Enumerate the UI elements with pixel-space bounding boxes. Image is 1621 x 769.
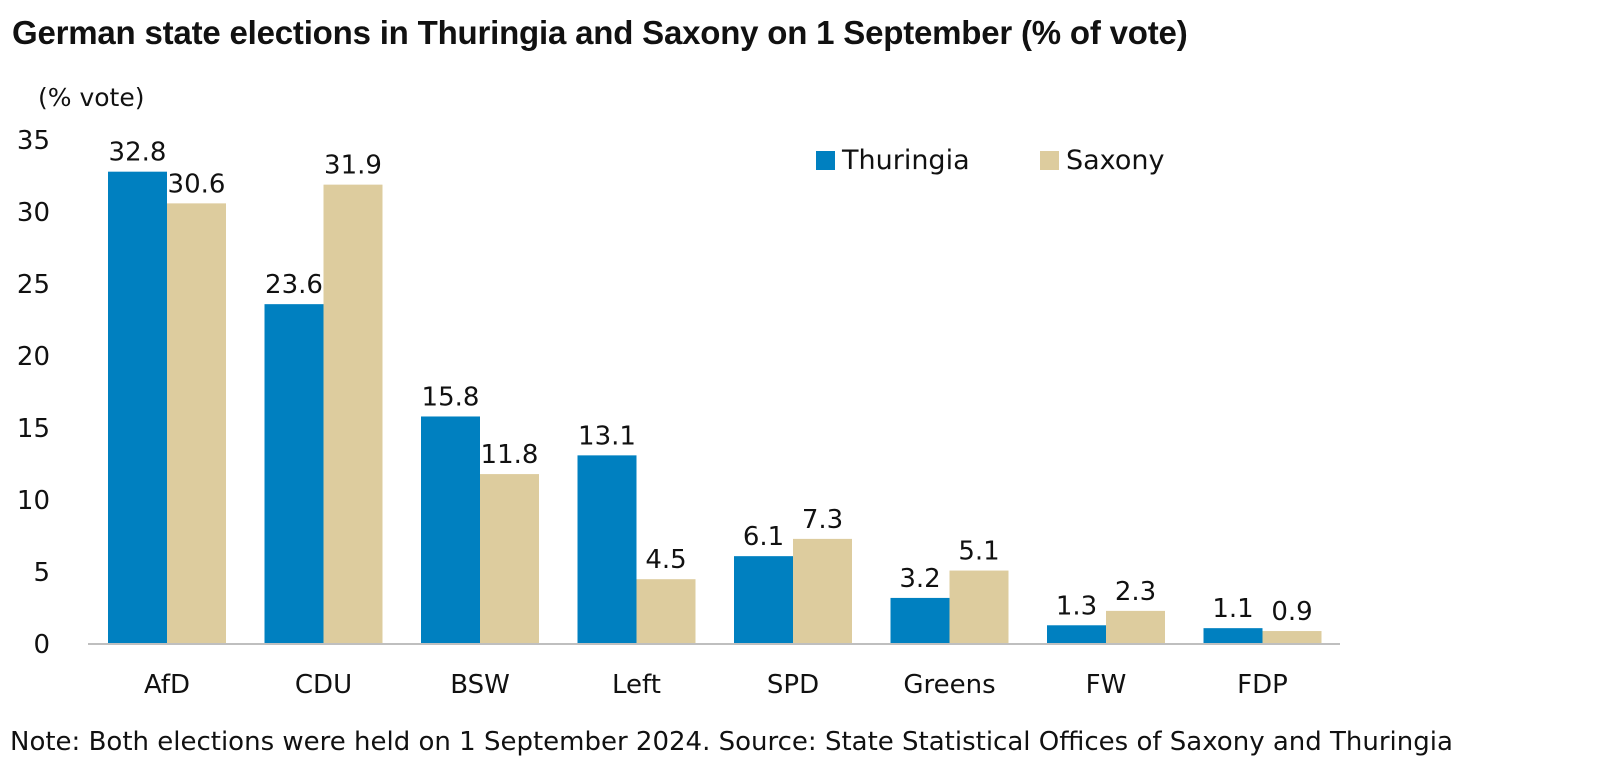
y-tick-label: 10 [17, 486, 50, 516]
legend-label-saxony: Saxony [1066, 145, 1164, 176]
data-label-thuringia-left: 13.1 [578, 421, 636, 451]
x-category-label: SPD [767, 670, 819, 700]
legend-swatch-saxony [1040, 151, 1059, 170]
bar-saxony-bsw [480, 474, 539, 644]
y-tick-label: 0 [33, 630, 50, 660]
y-tick-label: 35 [17, 126, 50, 156]
bars [108, 171, 1322, 645]
x-category-label: Left [612, 670, 661, 700]
y-tick-label: 5 [33, 558, 50, 588]
x-category-label: AfD [144, 670, 190, 700]
chart-title: German state elections in Thuringia and … [12, 14, 1188, 51]
bar-saxony-afd [167, 203, 226, 645]
data-label-thuringia-spd: 6.1 [743, 522, 784, 552]
legend-swatch-thuringia [816, 151, 835, 170]
bar-saxony-fw [1106, 610, 1165, 644]
data-label-thuringia-greens: 3.2 [899, 564, 940, 594]
bar-saxony-spd [793, 538, 852, 644]
data-label-thuringia-afd: 32.8 [109, 138, 167, 168]
data-label-thuringia-fdp: 1.1 [1212, 594, 1253, 624]
bar-thuringia-greens [890, 597, 950, 644]
bar-thuringia-spd [734, 556, 793, 644]
bar-thuringia-afd [108, 171, 167, 644]
data-label-saxony-left: 4.5 [645, 545, 686, 575]
data-label-saxony-fdp: 0.9 [1271, 597, 1312, 627]
x-category-label: FW [1086, 670, 1127, 700]
chart-note: Note: Both elections were held on 1 Sept… [10, 727, 1453, 757]
data-label-thuringia-fw: 1.3 [1056, 591, 1097, 621]
y-tick-label: 20 [17, 342, 50, 372]
x-category-label: FDP [1237, 670, 1288, 700]
data-label-saxony-greens: 5.1 [958, 537, 999, 567]
data-label-saxony-cdu: 31.9 [324, 151, 382, 181]
y-axis-ticks: 0 5 10 15 20 25 30 35 [17, 126, 50, 660]
legend-label-thuringia: Thuringia [841, 145, 970, 176]
bar-thuringia-left [577, 455, 637, 644]
data-label-thuringia-bsw: 15.8 [422, 382, 480, 412]
y-tick-label: 25 [17, 270, 50, 300]
data-label-saxony-spd: 7.3 [802, 505, 843, 535]
y-axis-unit-label: (% vote) [38, 83, 144, 112]
bar-saxony-cdu [323, 184, 383, 644]
x-category-label: BSW [450, 670, 510, 700]
bar-thuringia-cdu [264, 304, 324, 644]
data-labels: 32.8 23.6 15.8 13.1 6.1 3.2 1.3 1.1 30.6 31.9 11.8… [109, 138, 1313, 627]
x-category-label: Greens [903, 670, 995, 700]
x-category-label: CDU [295, 670, 352, 700]
bar-saxony-greens [949, 570, 1009, 644]
bar-thuringia-fdp [1203, 628, 1263, 644]
data-label-thuringia-cdu: 23.6 [265, 270, 323, 300]
bar-thuringia-fw [1047, 625, 1106, 644]
data-label-saxony-bsw: 11.8 [481, 440, 539, 470]
y-tick-label: 30 [17, 198, 50, 228]
bar-saxony-fdp [1262, 631, 1322, 644]
data-label-saxony-afd: 30.6 [168, 169, 226, 199]
x-axis-categories: AfD CDU BSW Left SPD Greens FW FDP [144, 670, 1288, 700]
bar-thuringia-bsw [421, 416, 480, 644]
legend: Thuringia Saxony [816, 145, 1164, 176]
bar-saxony-left [636, 579, 696, 644]
y-tick-label: 15 [17, 414, 50, 444]
data-label-saxony-fw: 2.3 [1115, 577, 1156, 607]
